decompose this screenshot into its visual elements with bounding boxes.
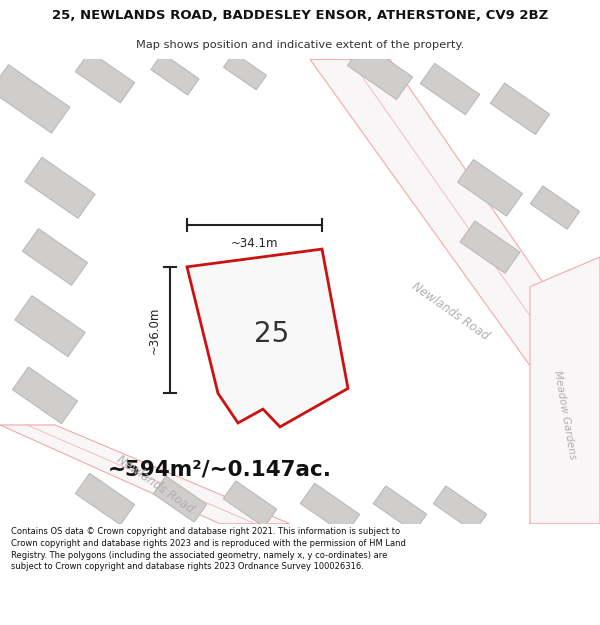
Polygon shape (205, 279, 322, 378)
Polygon shape (76, 473, 134, 525)
Polygon shape (151, 53, 199, 95)
Polygon shape (530, 257, 600, 524)
Text: ~594m²/~0.147ac.: ~594m²/~0.147ac. (108, 459, 332, 479)
Polygon shape (421, 63, 479, 115)
Polygon shape (153, 476, 207, 522)
Text: Meadow Gardens: Meadow Gardens (552, 370, 578, 461)
Polygon shape (15, 296, 85, 357)
Text: ~36.0m: ~36.0m (148, 306, 161, 354)
Text: Newlands Road: Newlands Road (114, 452, 196, 516)
Polygon shape (433, 486, 487, 532)
Text: ~34.1m: ~34.1m (231, 237, 278, 249)
Polygon shape (13, 367, 77, 424)
Polygon shape (223, 52, 266, 90)
Text: Contains OS data © Crown copyright and database right 2021. This information is : Contains OS data © Crown copyright and d… (11, 527, 406, 571)
Polygon shape (347, 43, 413, 99)
Polygon shape (310, 59, 600, 366)
Polygon shape (530, 186, 580, 229)
Polygon shape (457, 159, 523, 216)
Text: 25: 25 (254, 320, 290, 348)
Polygon shape (187, 249, 348, 427)
Polygon shape (0, 425, 290, 524)
Text: 25, NEWLANDS ROAD, BADDESLEY ENSOR, ATHERSTONE, CV9 2BZ: 25, NEWLANDS ROAD, BADDESLEY ENSOR, ATHE… (52, 9, 548, 22)
Polygon shape (301, 483, 359, 534)
Polygon shape (223, 481, 277, 527)
Polygon shape (76, 51, 134, 103)
Text: Newlands Road: Newlands Road (409, 280, 491, 342)
Polygon shape (0, 65, 70, 133)
Polygon shape (25, 158, 95, 218)
Polygon shape (373, 486, 427, 532)
Polygon shape (22, 229, 88, 286)
Polygon shape (460, 221, 520, 273)
Text: Map shows position and indicative extent of the property.: Map shows position and indicative extent… (136, 41, 464, 51)
Polygon shape (490, 83, 550, 134)
